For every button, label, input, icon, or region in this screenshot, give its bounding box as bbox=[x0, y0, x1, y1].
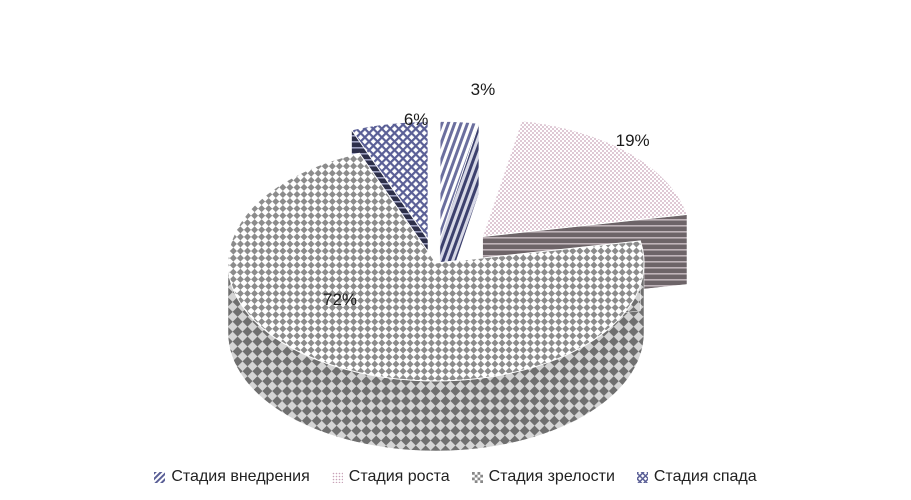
legend-label-1: Стадия роста bbox=[348, 468, 450, 485]
legend-swatch-3 bbox=[636, 471, 648, 483]
legend-item-3: Стадия спада bbox=[636, 468, 757, 486]
data-label-0: 3% bbox=[471, 80, 496, 99]
data-label-3: 6% bbox=[404, 110, 429, 129]
legend-label-2: Стадия зрелости bbox=[488, 468, 615, 485]
legend-label-0: Стадия внедрения bbox=[171, 468, 310, 485]
legend-swatch-0 bbox=[154, 471, 166, 483]
pie-slice-top-2 bbox=[227, 152, 645, 382]
legend-swatch-1 bbox=[331, 471, 343, 483]
pie-chart-canvas: 3% 19% 72% 6% bbox=[227, 80, 688, 452]
pie-slice-top-1 bbox=[481, 120, 688, 238]
data-label-1: 19% bbox=[616, 131, 650, 150]
legend-label-3: Стадия спада bbox=[653, 468, 757, 485]
pie-slice-2 bbox=[227, 152, 645, 452]
legend-swatch-2 bbox=[471, 471, 483, 483]
legend-item-0: Стадия внедрения bbox=[154, 468, 310, 486]
legend-item-2: Стадия зрелости bbox=[471, 468, 615, 486]
legend-item-1: Стадия роста bbox=[331, 468, 450, 486]
data-label-2: 72% bbox=[323, 290, 357, 309]
pie-slice-top-0 bbox=[439, 120, 480, 240]
chart-legend: Стадия внедрения Стадия роста Стадия зрело… bbox=[0, 468, 911, 486]
pie-slice-top-3 bbox=[350, 121, 429, 242]
